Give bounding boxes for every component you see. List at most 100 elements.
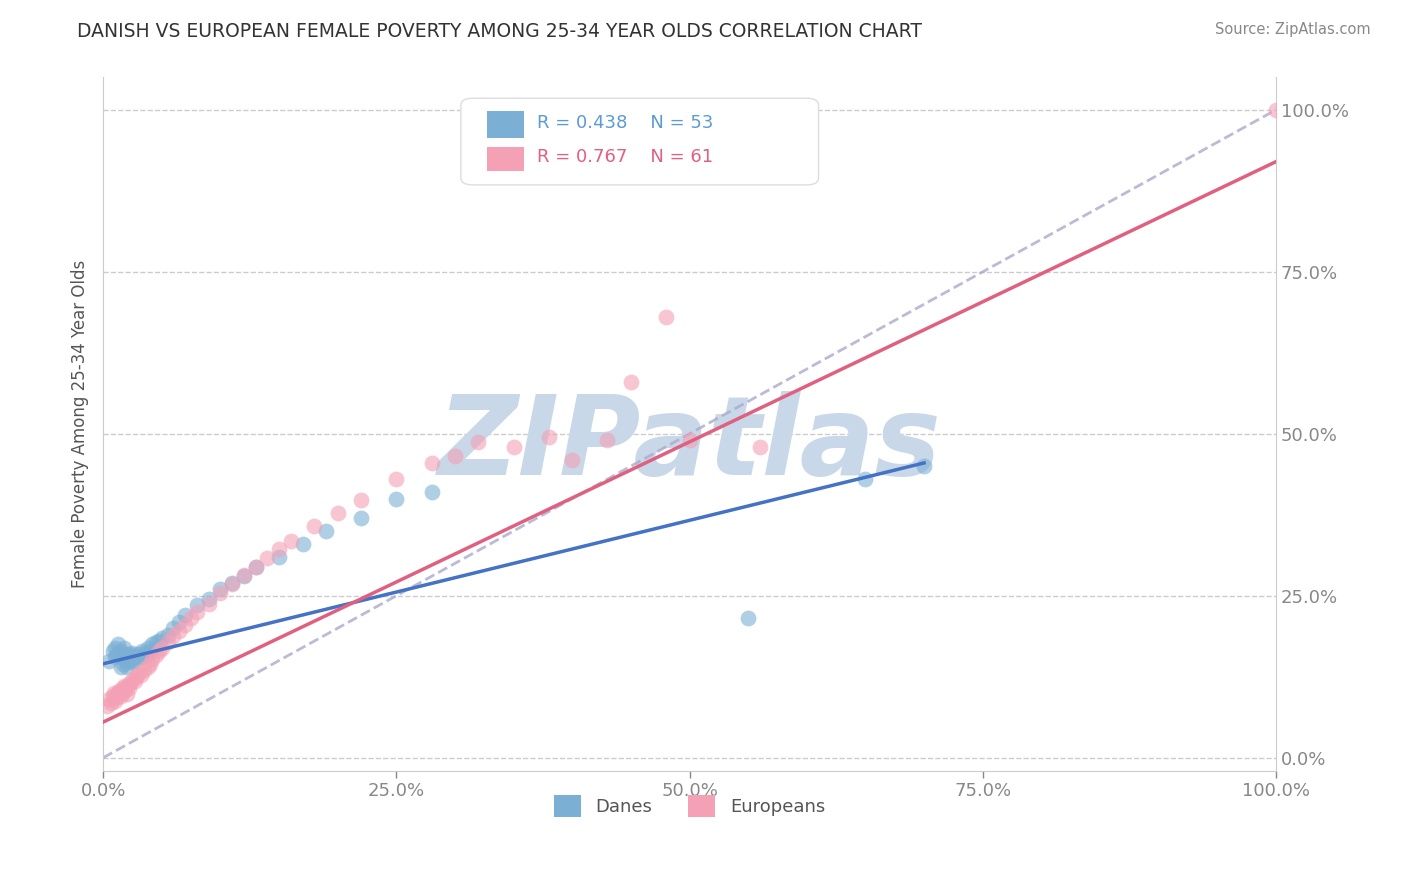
Point [112, 680, 135, 694]
Point [114, 682, 136, 697]
Text: ZIPatlas: ZIPatlas [437, 392, 942, 499]
Point [139, 657, 162, 671]
Point [315, 524, 337, 538]
Point [467, 434, 489, 449]
Point [145, 635, 167, 649]
Point [100, 696, 122, 710]
Point [101, 689, 124, 703]
Point [121, 673, 143, 687]
Point [1265, 103, 1288, 117]
Point [302, 518, 325, 533]
Point [129, 668, 152, 682]
Point [96, 698, 118, 713]
Point [502, 440, 524, 454]
Point [444, 450, 467, 464]
Point [267, 542, 290, 557]
Point [141, 637, 163, 651]
Point [105, 691, 128, 706]
Point [110, 644, 132, 658]
Point [105, 647, 128, 661]
Text: R = 0.438    N = 53: R = 0.438 N = 53 [537, 113, 713, 131]
Point [186, 605, 208, 619]
Point [117, 678, 139, 692]
Point [115, 660, 138, 674]
Point [174, 608, 197, 623]
Point [197, 592, 219, 607]
Point [118, 681, 141, 695]
Point [912, 459, 935, 474]
Point [350, 511, 373, 525]
Point [148, 634, 170, 648]
Point [267, 549, 290, 564]
Point [110, 660, 132, 674]
Point [112, 647, 135, 661]
Point [385, 491, 408, 506]
Point [256, 551, 278, 566]
Point [162, 621, 184, 635]
Point [209, 582, 232, 597]
Point [136, 640, 159, 655]
Point [108, 682, 131, 697]
Point [620, 375, 643, 389]
Point [291, 537, 314, 551]
Point [134, 646, 156, 660]
Point [107, 684, 129, 698]
Point [139, 644, 162, 658]
Point [596, 434, 619, 448]
Point [115, 648, 138, 663]
Text: R = 0.767    N = 61: R = 0.767 N = 61 [537, 148, 713, 166]
Point [420, 456, 443, 470]
Point [131, 644, 153, 658]
Point [280, 533, 302, 548]
Point [655, 310, 678, 325]
Point [420, 485, 443, 500]
Y-axis label: Female Poverty Among 25-34 Year Olds: Female Poverty Among 25-34 Year Olds [72, 260, 89, 588]
Point [104, 640, 127, 655]
Text: DANISH VS EUROPEAN FEMALE POVERTY AMONG 25-34 YEAR OLDS CORRELATION CHART: DANISH VS EUROPEAN FEMALE POVERTY AMONG … [77, 22, 922, 41]
Point [111, 650, 134, 665]
FancyBboxPatch shape [461, 98, 818, 185]
Point [156, 627, 179, 641]
Point [115, 687, 138, 701]
Point [221, 575, 243, 590]
Point [150, 640, 173, 655]
Point [385, 472, 408, 486]
Point [232, 569, 254, 583]
Point [136, 660, 159, 674]
Point [169, 615, 191, 629]
Point [104, 694, 127, 708]
Point [112, 640, 135, 655]
Point [105, 687, 128, 701]
Point [98, 654, 121, 668]
Point [209, 585, 232, 599]
Point [104, 650, 127, 665]
Point [134, 663, 156, 677]
Point [180, 611, 202, 625]
Point [141, 652, 163, 666]
Point [135, 648, 157, 663]
Point [326, 506, 349, 520]
Point [186, 599, 208, 613]
Point [120, 647, 142, 661]
Point [125, 654, 148, 668]
Point [98, 692, 121, 706]
Point [245, 559, 267, 574]
Point [748, 440, 770, 454]
Point [350, 492, 373, 507]
Point [121, 655, 143, 669]
Point [737, 611, 759, 625]
Point [156, 635, 179, 649]
Point [107, 637, 129, 651]
Point [221, 577, 243, 591]
Bar [486, 111, 524, 138]
Legend: Danes, Europeans: Danes, Europeans [547, 788, 832, 824]
Point [121, 646, 143, 660]
Point [117, 655, 139, 669]
Point [127, 666, 149, 681]
Point [148, 644, 170, 658]
Point [150, 631, 173, 645]
Point [124, 650, 146, 665]
Bar [486, 147, 524, 171]
Point [855, 472, 877, 486]
Point [174, 618, 197, 632]
